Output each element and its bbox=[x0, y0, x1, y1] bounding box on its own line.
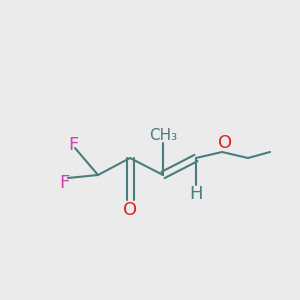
Text: H: H bbox=[189, 185, 203, 203]
Text: O: O bbox=[218, 134, 232, 152]
Text: CH₃: CH₃ bbox=[149, 128, 177, 142]
Text: O: O bbox=[123, 201, 137, 219]
Text: F: F bbox=[68, 136, 78, 154]
Text: F: F bbox=[59, 174, 69, 192]
